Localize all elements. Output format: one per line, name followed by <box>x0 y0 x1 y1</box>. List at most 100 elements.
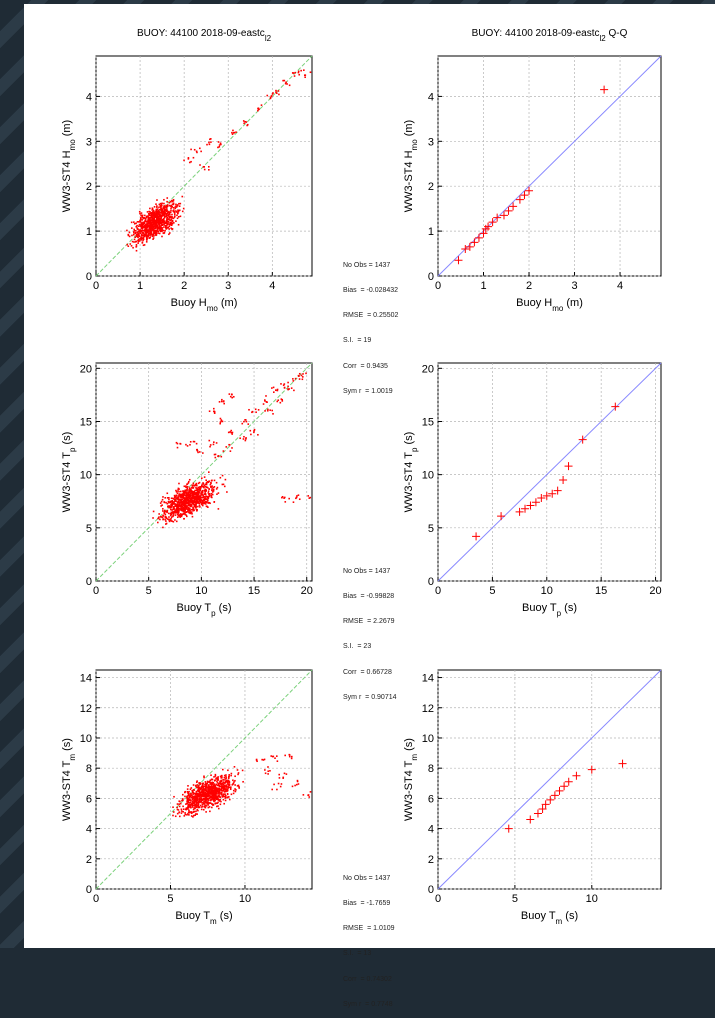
scatter-point <box>131 234 133 237</box>
scatter-point <box>166 222 169 225</box>
scatter-point <box>169 221 172 224</box>
scatter-point <box>213 410 215 413</box>
scatter-point <box>197 787 200 789</box>
scatter-point <box>182 491 185 494</box>
scatter-point <box>226 789 228 792</box>
scatter-point <box>139 219 141 222</box>
scatter-point <box>137 242 139 244</box>
scatter-point <box>200 797 203 800</box>
scatter-point <box>187 797 190 800</box>
scatter-point <box>142 225 145 227</box>
scatter-point <box>220 455 223 458</box>
scatter-point <box>271 387 273 389</box>
scatter-point <box>156 227 159 230</box>
scatter-point <box>186 487 189 490</box>
scatter-point <box>190 815 193 817</box>
scatter-point <box>160 224 163 227</box>
scatter-point <box>157 209 160 212</box>
scatter-point <box>234 784 236 786</box>
scatter-point <box>197 482 200 485</box>
y-tick-label: 2 <box>428 181 434 193</box>
scatter-point <box>137 238 140 241</box>
scatter-point <box>149 218 151 220</box>
scatter-point <box>205 482 208 485</box>
scatter-point <box>232 779 234 782</box>
scatter-point <box>212 797 215 800</box>
scatter-point <box>154 233 157 235</box>
scatter-point <box>160 209 163 212</box>
scatter-point <box>257 433 259 436</box>
scatter-point <box>156 219 158 222</box>
scatter-point <box>200 808 203 811</box>
scatter-point <box>136 231 139 234</box>
scatter-point <box>272 391 275 393</box>
scatter-point <box>215 796 218 799</box>
scatter-point <box>159 211 161 214</box>
scatter-point <box>149 212 152 215</box>
scatter-point <box>148 210 150 213</box>
scatter-point <box>228 774 230 776</box>
scatter-point <box>217 798 220 801</box>
scatter-point <box>209 502 211 505</box>
scatter-point <box>213 776 215 778</box>
scatter-point <box>208 488 210 490</box>
scatter-point <box>134 232 137 235</box>
scatter-point <box>197 493 200 496</box>
scatter-point <box>189 503 192 505</box>
scatter-point <box>150 226 152 228</box>
scatter-point <box>206 783 208 785</box>
scatter-point <box>191 487 193 489</box>
scatter-point <box>172 814 174 817</box>
scatter-point <box>193 810 195 813</box>
scatter-point <box>150 219 153 222</box>
scatter-point <box>175 206 178 208</box>
scatter-point <box>177 498 179 501</box>
scatter-point <box>271 93 274 95</box>
scatter-point <box>207 501 210 504</box>
scatter-point <box>166 497 169 499</box>
scatter-point <box>188 504 190 507</box>
scatter-point <box>243 122 245 125</box>
scatter-point <box>156 229 158 232</box>
scatter-point <box>153 206 156 208</box>
scatter-point <box>154 213 157 215</box>
scatter-point <box>195 806 198 809</box>
scatter-point <box>140 212 143 214</box>
scatter-point <box>238 787 241 789</box>
scatter-point <box>215 791 218 794</box>
scatter-point <box>229 395 232 398</box>
scatter-point <box>166 197 169 199</box>
scatter-point <box>204 806 206 809</box>
scatter-point <box>143 221 146 224</box>
scatter-point <box>204 493 207 495</box>
scatter-point <box>144 226 146 229</box>
scatter-point <box>177 489 179 491</box>
scatter-point <box>204 496 207 498</box>
scatter-point <box>163 212 165 215</box>
scatter-point <box>140 227 143 229</box>
scatter-point <box>181 793 184 796</box>
scatter-point <box>168 506 170 508</box>
scatter-point <box>188 805 190 807</box>
scatter-point <box>188 478 191 481</box>
scatter-point <box>222 798 225 801</box>
scatter-point <box>271 409 274 412</box>
y-tick-label: 10 <box>422 733 434 745</box>
scatter-point <box>133 238 136 241</box>
scatter-point <box>185 808 188 811</box>
qq-point <box>484 222 493 231</box>
scatter-point <box>172 514 175 517</box>
one-to-one-line <box>95 669 313 890</box>
scatter-point <box>297 494 300 496</box>
scatter-point <box>204 787 206 790</box>
scatter-point <box>155 225 157 228</box>
scatter-point <box>158 221 161 224</box>
scatter-point <box>213 453 216 456</box>
scatter-point <box>309 71 312 74</box>
scatter-point <box>172 207 175 209</box>
scatter-point <box>207 786 210 789</box>
scatter-point <box>201 798 204 801</box>
scatter-point <box>212 490 215 492</box>
scatter-point <box>179 498 181 501</box>
scatter-point <box>269 409 271 411</box>
